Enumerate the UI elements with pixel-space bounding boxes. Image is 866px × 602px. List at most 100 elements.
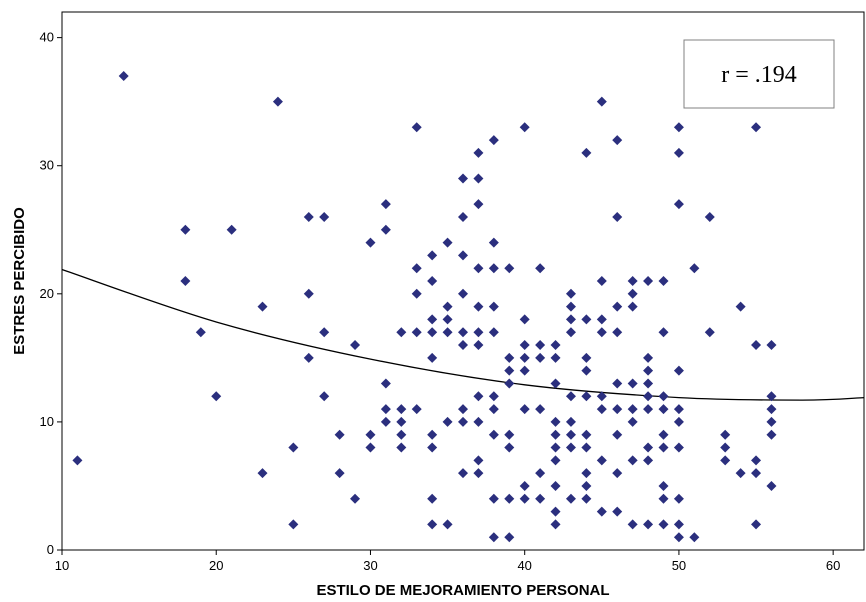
y-axis-title: ESTRES PERCIBIDO [11,207,28,355]
data-point [334,468,345,479]
data-point [612,404,623,415]
data-point [303,288,314,299]
data-point [319,327,330,338]
data-point [303,211,314,222]
data-point [272,96,283,107]
data-point [504,263,515,274]
data-point [458,327,468,338]
data-point [365,429,376,440]
data-point [427,442,438,453]
data-point [627,404,638,415]
data-point [442,237,453,248]
data-point [473,199,484,210]
data-point [458,288,468,299]
x-tick-label: 50 [672,558,686,573]
data-point [658,519,669,530]
data-point [380,404,391,415]
data-point [581,314,592,325]
data-point [565,314,576,325]
data-point [673,147,684,158]
data-point [488,391,499,402]
data-point [766,480,777,491]
data-point [519,365,530,376]
data-point [673,199,684,210]
data-point [350,493,361,504]
data-point [226,224,237,235]
data-point [751,519,762,530]
data-point [473,468,484,479]
data-point [643,442,654,453]
data-point [565,416,576,427]
data-point [627,288,638,299]
data-point [673,493,684,504]
data-point [658,480,669,491]
data-point [612,327,623,338]
data-point [458,211,468,222]
data-point [519,404,530,415]
y-tick-label: 20 [40,286,54,301]
data-point [303,352,314,363]
data-points [72,71,777,543]
annotation-text: r = .194 [721,62,797,88]
data-point [550,429,561,440]
data-point [195,327,206,338]
data-point [488,429,499,440]
data-point [334,429,345,440]
data-point [535,352,546,363]
data-point [673,532,684,543]
y-tick-label: 30 [40,158,54,173]
data-point [766,391,777,402]
data-point [72,455,83,466]
data-point [627,416,638,427]
data-point [458,404,468,415]
data-point [673,519,684,530]
data-point [612,211,623,222]
data-point [473,391,484,402]
data-point [581,493,592,504]
data-point [427,250,438,261]
data-point [550,352,561,363]
data-point [689,263,700,274]
data-point [427,327,438,338]
data-point [411,327,422,338]
data-point [473,301,484,312]
data-point [180,224,191,235]
data-point [627,455,638,466]
data-point [411,122,422,133]
data-point [612,429,623,440]
data-point [612,135,623,146]
data-point [704,211,715,222]
data-point [519,122,530,133]
data-point [488,493,499,504]
data-point [673,122,684,133]
data-point [612,378,623,389]
data-point [396,429,407,440]
data-point [643,519,654,530]
data-point [488,404,499,415]
data-point [473,416,484,427]
data-point [288,442,299,453]
data-point [658,391,669,402]
data-point [411,263,422,274]
data-point [504,365,515,376]
data-point [658,442,669,453]
data-point [488,301,499,312]
data-point [427,493,438,504]
data-point [627,378,638,389]
data-point [442,301,453,312]
data-point [565,442,576,453]
data-point [211,391,222,402]
data-point [396,327,407,338]
data-point [396,416,407,427]
data-point [473,147,484,158]
data-point [581,391,592,402]
data-point [565,288,576,299]
data-point [427,314,438,325]
data-point [380,416,391,427]
data-point [257,468,268,479]
data-point [473,263,484,274]
data-point [473,327,484,338]
data-point [365,237,376,248]
data-point [766,429,777,440]
data-point [581,429,592,440]
